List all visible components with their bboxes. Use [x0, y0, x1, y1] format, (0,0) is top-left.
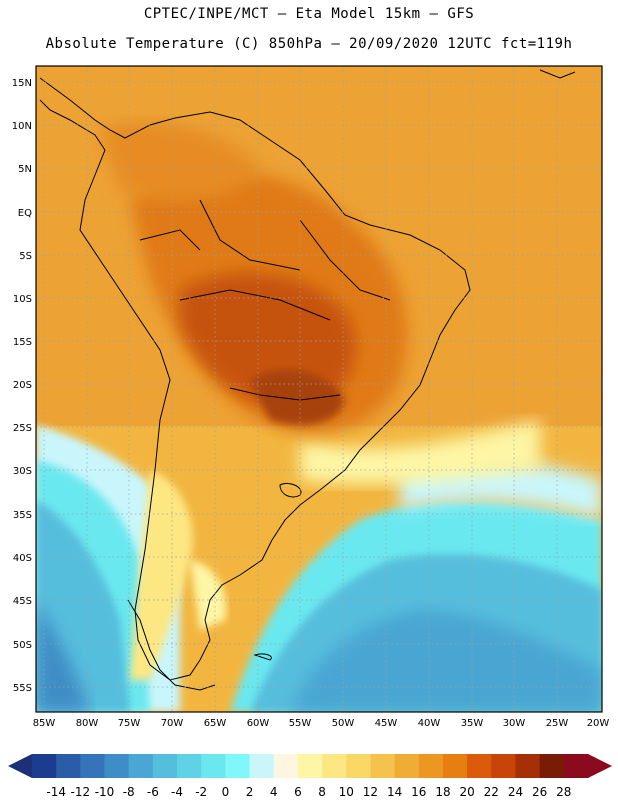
colorbar-label: 14 — [387, 785, 402, 799]
colorbar-swatch — [104, 754, 130, 778]
colorbar-swatch — [418, 754, 444, 778]
colorbar-swatch — [297, 754, 323, 778]
coastlines — [39, 69, 576, 691]
colorbar-swatch — [177, 754, 202, 778]
colorbar-swatch — [563, 754, 589, 778]
colorbar-swatch — [322, 754, 347, 778]
map-frame — [35, 65, 603, 713]
lat-labels: 15N 10N 5N EQ 5S 10S 15S 20S 25S 30S 35S… — [12, 78, 32, 694]
colorbar-label: 24 — [508, 785, 523, 799]
lat-label: 5S — [19, 251, 32, 262]
title-line-1: CPTEC/INPE/MCT — Eta Model 15km — GFS — [143, 6, 475, 22]
colorbar-swatch — [394, 754, 420, 778]
colorbar-label: -12 — [71, 785, 91, 799]
colorbar-swatch — [201, 754, 226, 778]
colorbar-swatch — [56, 754, 81, 778]
lat-label: 30S — [13, 466, 32, 477]
colorbar-label: -10 — [95, 785, 115, 799]
colorbar-label: 10 — [339, 785, 354, 799]
lat-label: 50S — [13, 640, 32, 651]
colorbar-swatch — [467, 754, 492, 778]
lon-label: 80W — [76, 718, 99, 729]
colorbar-swatch — [225, 754, 251, 778]
lon-label: 85W — [33, 718, 56, 729]
lat-label: 15N — [12, 78, 32, 89]
lat-label: 20S — [13, 380, 32, 391]
lon-label: 65W — [204, 718, 227, 729]
colorbar-label: 2 — [246, 785, 254, 799]
colorbar: -14 -12 -10 -8 -6 -4 -2 0 2 4 6 8 10 12 14 16 18 20 22 24 26… — [8, 754, 612, 799]
colorbar-swatch — [32, 754, 57, 778]
colorbar-label: 8 — [318, 785, 326, 799]
colorbar-swatch — [346, 754, 371, 778]
lat-label: 45S — [13, 596, 32, 607]
lon-label: 30W — [503, 718, 526, 729]
lon-labels: 85W 80W 75W 70W 65W 60W 55W 50W 45W 40W … — [33, 718, 610, 729]
colorbar-label: 18 — [435, 785, 450, 799]
lon-label: 25W — [546, 718, 569, 729]
lon-label: 75W — [118, 718, 141, 729]
colorbar-label: 26 — [532, 785, 547, 799]
colorbar-swatch — [515, 754, 541, 778]
colorbar-label: 20 — [459, 785, 474, 799]
colorbar-label: 0 — [222, 785, 230, 799]
lat-label: 5N — [18, 164, 32, 175]
colorbar-swatch — [491, 754, 516, 778]
lon-label: 70W — [161, 718, 184, 729]
colorbar-label: 28 — [556, 785, 571, 799]
colorbar-swatch — [539, 754, 565, 778]
lon-label: 35W — [461, 718, 484, 729]
lat-label: 55S — [13, 683, 32, 694]
colorbar-label: -4 — [171, 785, 183, 799]
colorbar-swatch — [273, 754, 299, 778]
colorbar-swatch — [442, 754, 468, 778]
colorbar-label: 6 — [294, 785, 302, 799]
lon-label: 40W — [418, 718, 441, 729]
lon-label: 55W — [289, 718, 312, 729]
map-field — [36, 66, 602, 712]
colorbar-label: -6 — [147, 785, 159, 799]
lat-label: EQ — [18, 208, 32, 219]
colorbar-label: -14 — [46, 785, 66, 799]
colorbar-label: 12 — [363, 785, 378, 799]
lon-label: 60W — [247, 718, 270, 729]
lat-label: 10N — [12, 121, 32, 132]
colorbar-under-arrow — [8, 754, 32, 778]
colorbar-label: 22 — [484, 785, 499, 799]
colorbar-over-arrow — [588, 754, 612, 778]
colorbar-label: 4 — [270, 785, 278, 799]
lat-label: 10S — [13, 294, 32, 305]
colorbar-swatch — [80, 754, 106, 778]
lon-label: 20W — [587, 718, 610, 729]
colorbar-swatch — [128, 754, 154, 778]
lat-label: 40S — [13, 553, 32, 564]
colorbar-swatch — [370, 754, 396, 778]
lon-label: 50W — [332, 718, 355, 729]
colorbar-label: -8 — [123, 785, 135, 799]
lat-label: 35S — [13, 510, 32, 521]
lat-label: 25S — [13, 423, 32, 434]
colorbar-label: -2 — [195, 785, 207, 799]
colorbar-swatch — [152, 754, 178, 778]
lat-label: 15S — [13, 337, 32, 348]
colorbar-swatch — [249, 754, 275, 778]
lon-label: 45W — [375, 718, 398, 729]
colorbar-label: 16 — [411, 785, 426, 799]
title-line-2: Absolute Temperature (C) 850hPa — 20/09/… — [45, 36, 573, 52]
